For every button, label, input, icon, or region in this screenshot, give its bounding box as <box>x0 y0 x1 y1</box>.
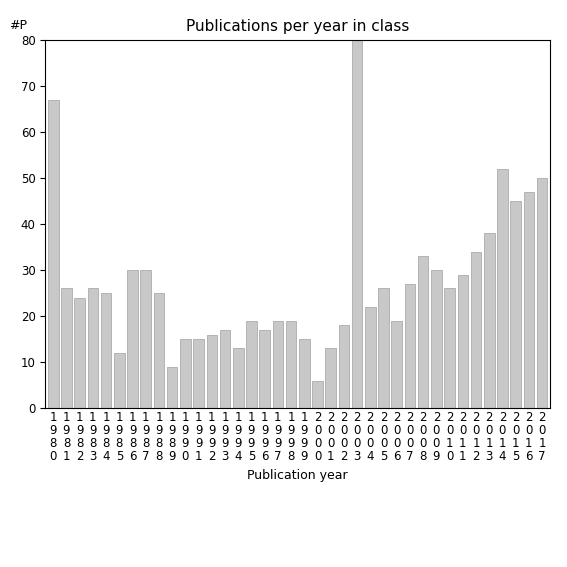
Bar <box>74 298 85 408</box>
Bar <box>378 289 389 408</box>
Bar <box>537 178 547 408</box>
Bar <box>431 270 442 408</box>
Bar <box>471 252 481 408</box>
Title: Publications per year in class: Publications per year in class <box>186 19 409 35</box>
Bar <box>405 284 415 408</box>
Bar <box>233 348 243 408</box>
Bar <box>180 339 191 408</box>
Bar <box>154 293 164 408</box>
Bar <box>352 40 362 408</box>
Bar <box>523 192 534 408</box>
Bar <box>127 270 138 408</box>
Bar <box>497 168 507 408</box>
Bar <box>445 289 455 408</box>
Bar <box>458 274 468 408</box>
Y-axis label: #P: #P <box>9 19 27 32</box>
X-axis label: Publication year: Publication year <box>247 468 348 481</box>
Bar <box>246 321 257 408</box>
Bar <box>484 233 494 408</box>
Bar <box>312 380 323 408</box>
Bar <box>418 256 429 408</box>
Bar <box>273 321 283 408</box>
Bar <box>167 367 177 408</box>
Bar <box>220 330 230 408</box>
Bar <box>338 325 349 408</box>
Bar <box>325 348 336 408</box>
Bar <box>193 339 204 408</box>
Bar <box>299 339 310 408</box>
Bar <box>365 307 375 408</box>
Bar <box>206 335 217 408</box>
Bar <box>61 289 72 408</box>
Bar <box>48 100 58 408</box>
Bar <box>101 293 111 408</box>
Bar <box>88 289 98 408</box>
Bar <box>114 353 125 408</box>
Bar <box>286 321 297 408</box>
Bar <box>259 330 270 408</box>
Bar <box>510 201 521 408</box>
Bar <box>141 270 151 408</box>
Bar <box>391 321 402 408</box>
